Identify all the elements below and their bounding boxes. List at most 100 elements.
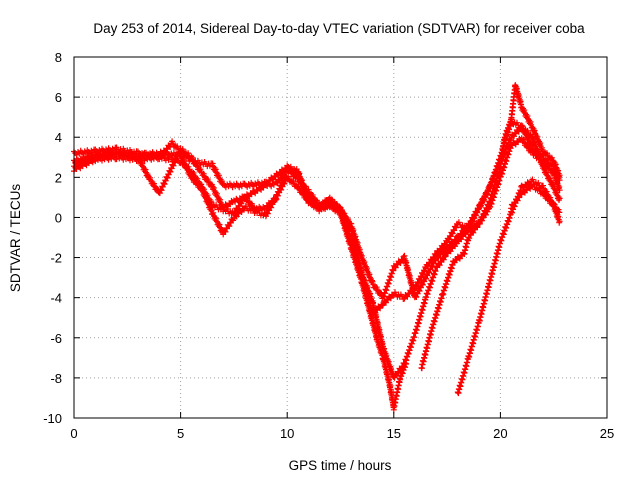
data-point-segment <box>486 240 503 284</box>
data-point-segment <box>380 266 397 300</box>
data-point-segment <box>450 249 467 266</box>
data-point-segment <box>412 256 439 300</box>
y-tick-label: 6 <box>55 90 62 105</box>
data-point-segment <box>465 220 482 242</box>
data-point-segment <box>198 184 215 208</box>
series-track-6 <box>454 176 563 397</box>
data-point-segment <box>476 198 493 227</box>
data-point-segment <box>518 123 535 141</box>
data-point-segment <box>135 152 161 165</box>
x-axis-label: GPS time / hours <box>289 458 392 473</box>
y-tick-label: 2 <box>55 170 62 185</box>
data-point-segment <box>550 183 563 203</box>
data-point-segment <box>529 181 545 197</box>
data-point-segment <box>476 280 493 324</box>
data-point-segment <box>397 360 410 383</box>
data-point-segment <box>188 153 205 176</box>
series-track-3 <box>71 135 563 381</box>
data-point-segment <box>380 343 397 380</box>
data-point-segment <box>305 198 322 212</box>
y-axis-label: SDTVAR / TECUs <box>8 184 23 293</box>
data-point-segment <box>156 153 183 166</box>
data-point-segment <box>369 297 386 350</box>
data-point-segment <box>454 355 471 397</box>
data-markers <box>71 82 563 413</box>
data-point-segment <box>433 237 450 258</box>
data-point-segment <box>262 178 279 190</box>
data-point-segment <box>497 211 514 244</box>
y-tick-label: -2 <box>50 251 62 266</box>
data-point-segment <box>209 201 226 213</box>
y-tick-label: -6 <box>50 331 62 346</box>
data-point-segment <box>476 183 493 212</box>
data-point-segment <box>373 335 386 362</box>
x-tick-label: 0 <box>70 426 77 441</box>
data-point-segment <box>209 160 226 188</box>
data-point-segment <box>512 82 525 111</box>
data-point-segment <box>497 144 514 180</box>
data-point-segment <box>220 180 247 191</box>
plot-frame <box>73 56 608 419</box>
data-point-segment <box>518 182 535 198</box>
data-point-segment <box>273 166 290 203</box>
y-tick-label: -8 <box>50 371 62 386</box>
data-point-segment <box>92 152 119 165</box>
data-point-segment <box>230 193 247 219</box>
y-tick-label: 0 <box>55 210 62 225</box>
series-track-7 <box>508 181 563 216</box>
data-point-segment <box>284 173 300 191</box>
data-point-segment <box>444 220 460 246</box>
data-point-segment <box>348 244 365 286</box>
data-point-segment <box>433 249 450 271</box>
data-point-segment <box>113 152 140 164</box>
x-tick-label: 25 <box>600 426 614 441</box>
data-point-segment <box>369 319 380 340</box>
data-point-segment <box>418 324 435 372</box>
data-point-segment <box>529 124 546 154</box>
data-point-segment <box>465 319 482 360</box>
y-tick-label: 4 <box>55 130 62 145</box>
data-point-segment <box>550 169 563 194</box>
data-point-segment <box>550 201 563 216</box>
chart-title: Day 253 of 2014, Sidereal Day-to-day VTE… <box>93 21 585 36</box>
x-tick-label: 5 <box>177 426 184 441</box>
data-point-segment <box>429 291 446 332</box>
data-point-segment <box>358 252 375 285</box>
y-tick-label: 8 <box>55 50 62 65</box>
data-point-segment <box>326 202 343 216</box>
x-tick-label: 20 <box>493 426 507 441</box>
series-track-4 <box>71 152 410 413</box>
data-point-segment <box>518 178 535 191</box>
data-point-segment <box>501 118 514 141</box>
data-point-segment <box>540 148 556 164</box>
data-point-segment <box>177 158 194 176</box>
tick-labels: 0 5 10 15 20 25 -10 -8 -6 -4 -2 0 2 4 6 8 <box>43 50 614 441</box>
data-point-segment <box>177 145 194 162</box>
data-point-segment <box>422 264 439 301</box>
data-point-segment <box>412 264 429 292</box>
data-point-segment <box>550 158 563 180</box>
data-point-segment <box>241 194 258 213</box>
data-point-segment <box>518 104 535 131</box>
grid-lines <box>74 57 607 418</box>
data-point-segment <box>486 165 503 205</box>
series-track-5 <box>418 82 563 372</box>
data-point-segment <box>529 149 545 166</box>
data-point-segment <box>188 168 205 189</box>
x-tick-label: 15 <box>387 426 401 441</box>
y-tick-label: -10 <box>43 411 62 426</box>
data-point-segment <box>439 258 457 298</box>
data-point-segment <box>444 239 460 257</box>
data-point-segment <box>412 296 429 337</box>
data-point-segment <box>454 227 471 245</box>
x-tick-label: 10 <box>280 426 294 441</box>
data-point-segment <box>220 216 237 238</box>
y-tick-label: -4 <box>50 291 62 306</box>
data-point-segment <box>294 168 312 204</box>
data-point-segment <box>337 210 354 251</box>
data-point-segment <box>358 279 376 324</box>
data-point-segment <box>390 375 403 413</box>
data-point-segment <box>209 209 226 235</box>
data-point-segment <box>461 236 472 257</box>
